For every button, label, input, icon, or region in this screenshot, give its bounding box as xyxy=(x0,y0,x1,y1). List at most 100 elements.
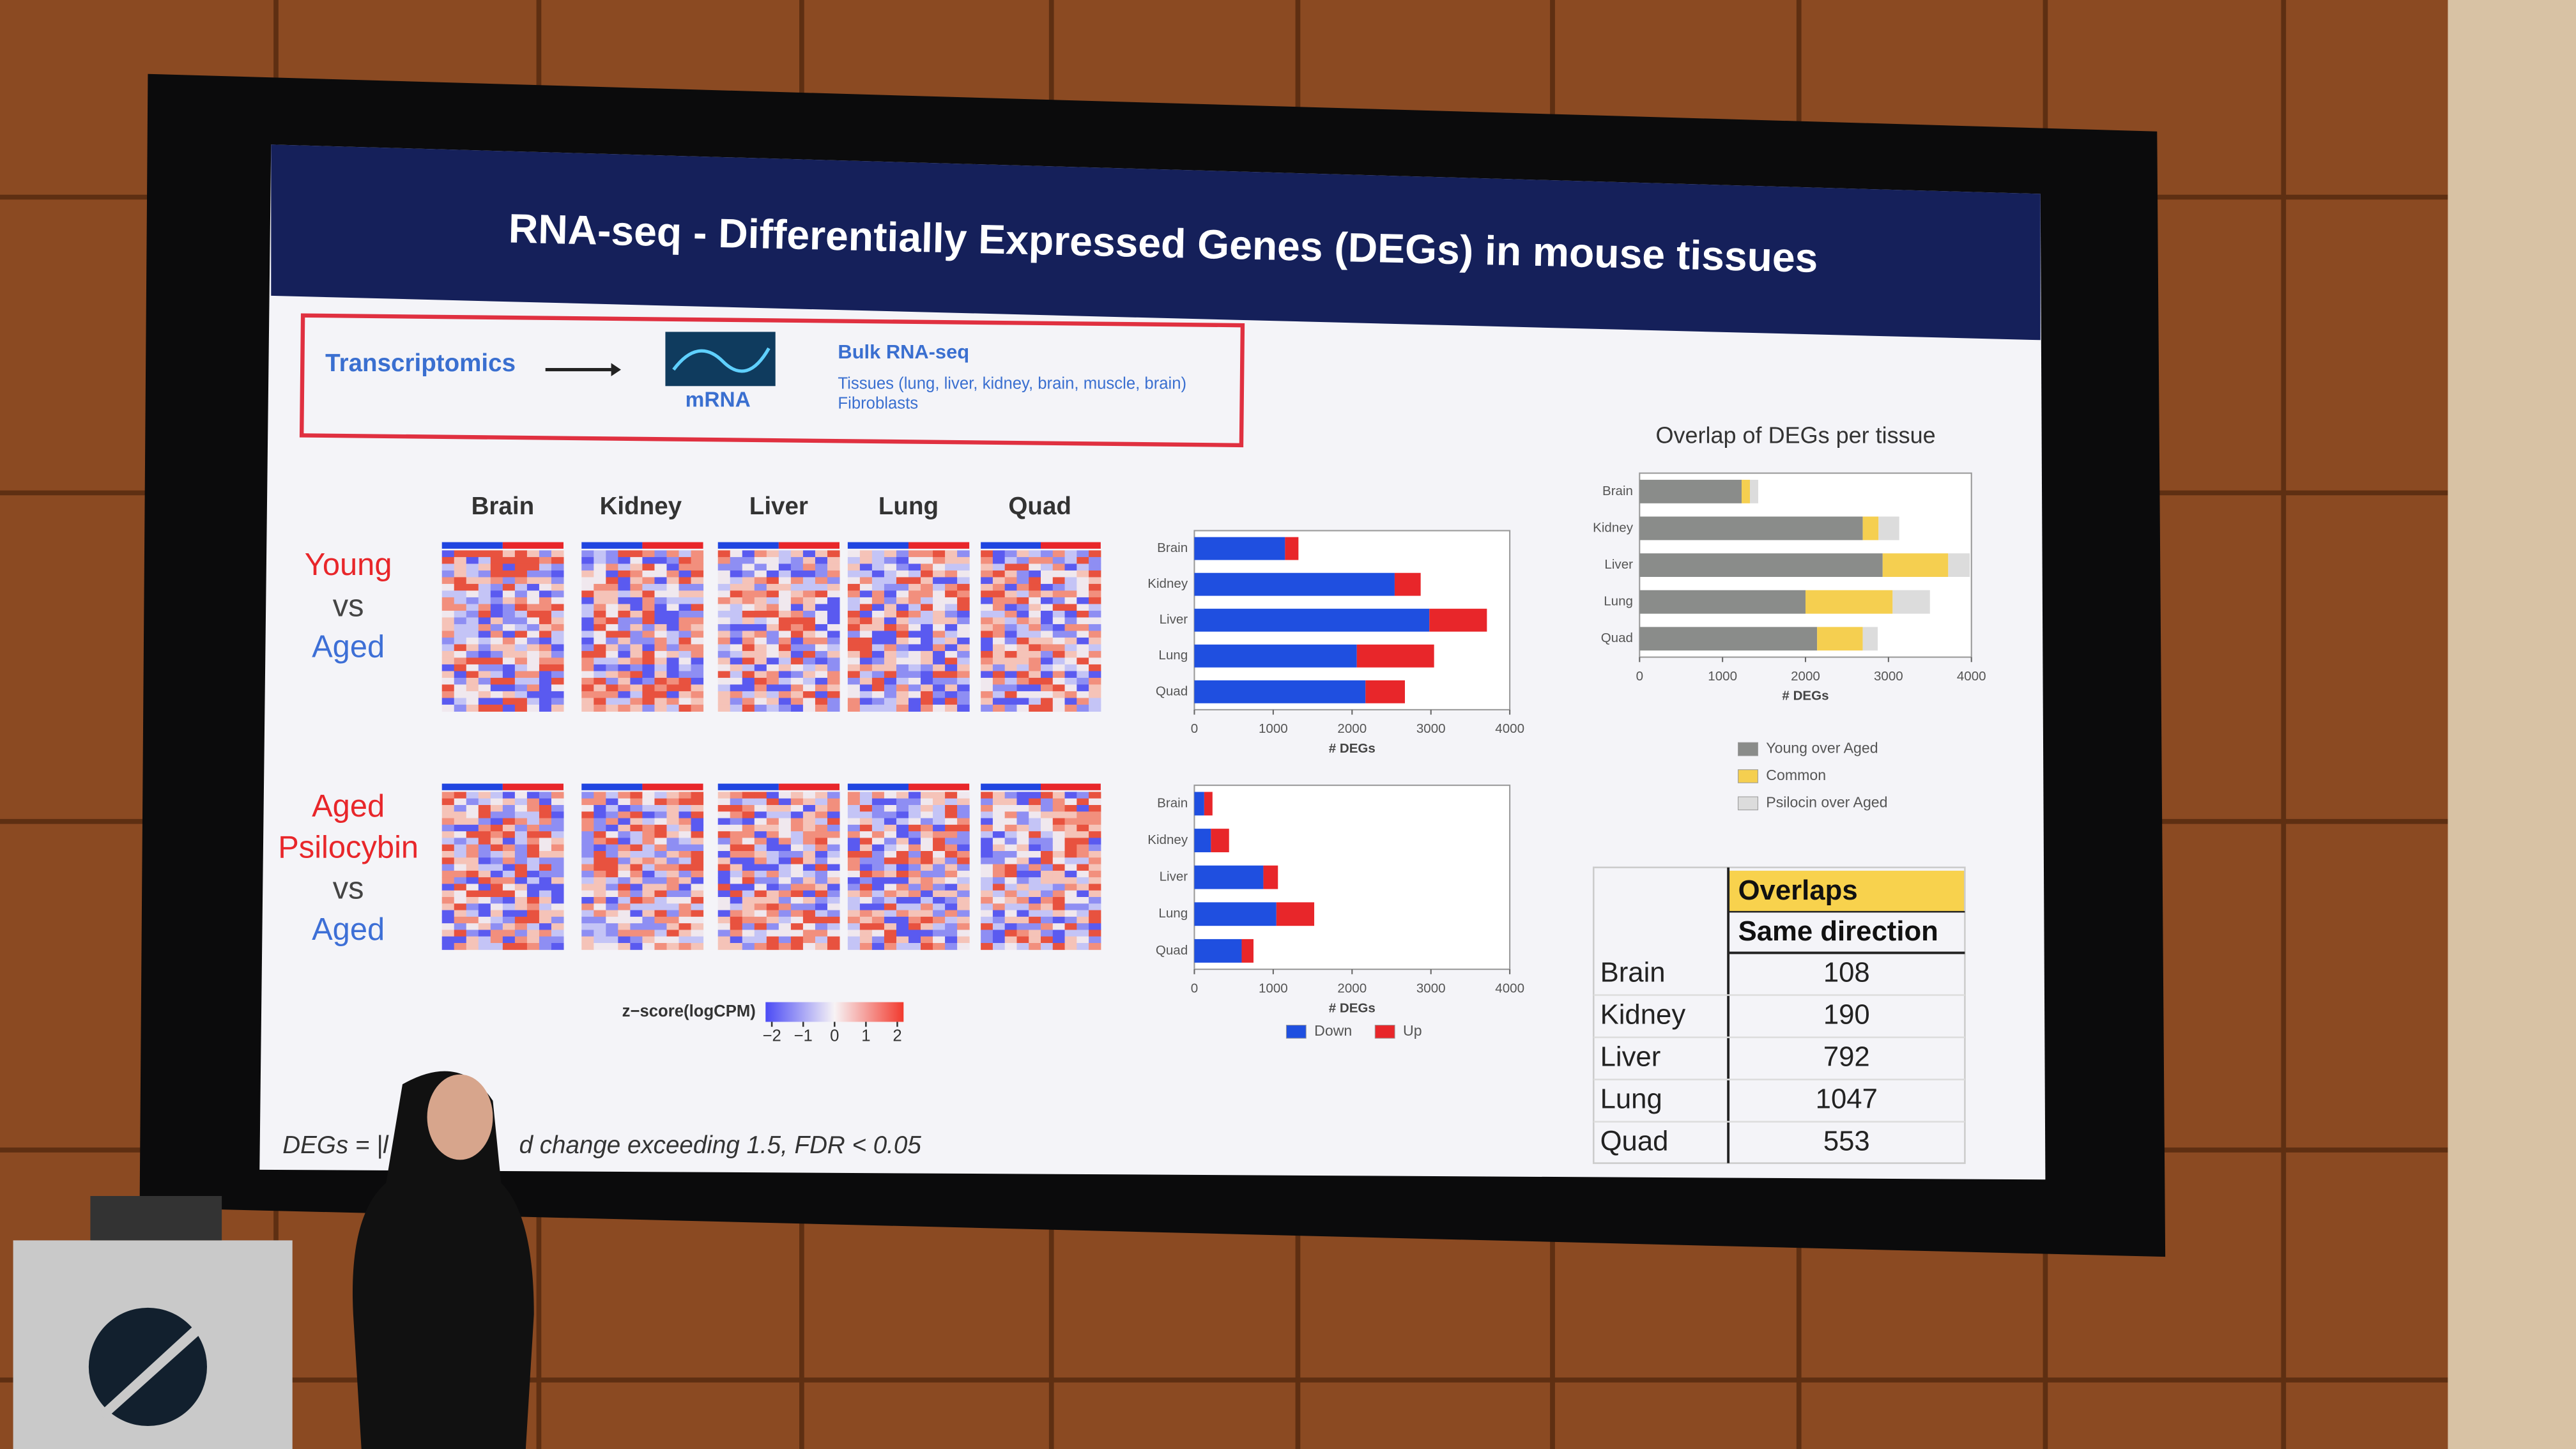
heatmap-texture xyxy=(871,811,885,819)
heatmap-texture xyxy=(642,936,655,944)
heatmap-texture xyxy=(551,650,564,658)
heatmap-texture xyxy=(539,916,552,924)
heatmap-texture xyxy=(815,930,828,937)
heatmap-texture xyxy=(1016,851,1029,858)
slide xyxy=(259,144,2046,1180)
heatmap-texture xyxy=(642,610,655,618)
heatmap-texture xyxy=(981,698,993,705)
heatmap-texture xyxy=(790,890,804,898)
heatmap-texture xyxy=(742,617,755,625)
heatmap-texture xyxy=(981,923,993,930)
heatmap-texture xyxy=(754,677,767,685)
heatmap-texture xyxy=(1041,624,1054,631)
heatmap-texture xyxy=(1077,923,1089,930)
heatmap-texture xyxy=(827,864,840,871)
heatmap-texture xyxy=(1004,844,1017,852)
heatmap-texture xyxy=(618,570,631,578)
heatmap-texture xyxy=(884,556,897,564)
heatmap-texture xyxy=(945,556,958,564)
heatmap-texture xyxy=(606,698,618,705)
heatmap-texture xyxy=(594,644,606,652)
heatmap-texture xyxy=(766,677,779,685)
speaker xyxy=(352,1071,534,1449)
heatmap-texture xyxy=(539,923,552,930)
heatmap-texture xyxy=(581,844,594,852)
heatmap-texture xyxy=(790,684,804,692)
heatmap-texture xyxy=(1064,671,1077,678)
heatmap-texture xyxy=(539,851,552,858)
heatmap-texture xyxy=(666,851,680,858)
table-header-fill xyxy=(1728,870,1965,912)
x-tick-label: 4000 xyxy=(1957,669,1986,684)
heatmap-texture xyxy=(441,884,455,891)
heatmap-texture xyxy=(1016,590,1029,598)
heatmap-texture xyxy=(1077,916,1089,924)
heatmap-texture xyxy=(678,884,692,891)
heatmap-texture xyxy=(678,577,692,585)
heatmap-texture xyxy=(581,671,594,678)
heatmap-texture xyxy=(454,684,467,692)
heatmap-texture xyxy=(618,890,631,898)
heatmap-texture xyxy=(921,577,933,585)
heatmap-texture xyxy=(654,792,667,799)
heatmap-texture xyxy=(884,671,897,678)
heatmap-texture xyxy=(847,857,861,865)
heatmap-texture xyxy=(884,597,897,604)
heatmap-texture xyxy=(454,556,467,564)
heatmap-texture xyxy=(778,583,792,591)
heatmap-texture xyxy=(478,923,491,930)
heatmap-texture xyxy=(606,704,618,712)
heatmap-texture xyxy=(730,698,743,705)
heatmap-texture xyxy=(859,903,873,911)
heatmap-texture xyxy=(642,884,655,891)
heatmap-texture xyxy=(778,930,792,937)
heatmap-texture xyxy=(908,877,921,884)
heatmap-texture xyxy=(884,657,897,665)
heatmap-texture xyxy=(1052,631,1066,638)
heatmap-texture xyxy=(606,818,618,825)
heatmap-texture xyxy=(847,851,861,858)
heatmap-texture xyxy=(594,590,606,598)
heatmap-texture xyxy=(754,811,767,819)
heatmap-texture xyxy=(1004,936,1017,944)
heatmap-texture xyxy=(1089,583,1101,591)
heatmap-texture xyxy=(606,824,618,832)
heatmap-texture xyxy=(847,570,861,578)
heatmap-texture xyxy=(1041,818,1054,825)
heatmap-texture xyxy=(1077,844,1089,852)
heatmap-texture xyxy=(815,897,828,904)
heatmap-texture xyxy=(666,624,680,631)
heatmap-texture xyxy=(1089,884,1101,891)
heatmap-texture xyxy=(1064,664,1077,671)
heatmap-texture xyxy=(921,691,933,698)
heatmap-texture xyxy=(654,864,667,871)
heatmap-texture xyxy=(514,831,528,838)
heatmap-texture xyxy=(1041,890,1054,898)
heatmap-texture xyxy=(526,698,540,705)
heatmap-texture xyxy=(1089,870,1101,878)
heatmap-texture xyxy=(778,864,792,871)
heatmap-texture xyxy=(1077,691,1089,698)
heatmap-texture xyxy=(933,590,946,598)
heatmap-texture xyxy=(1041,650,1054,658)
heatmap-texture xyxy=(478,930,491,937)
heatmap-texture xyxy=(1064,604,1077,611)
heatmap-texture xyxy=(933,604,946,611)
heatmap-texture xyxy=(827,644,840,652)
heatmap-strip xyxy=(908,542,970,549)
heatmap-texture xyxy=(502,698,516,705)
heatmap-texture xyxy=(441,671,455,678)
heatmap-texture xyxy=(594,657,606,665)
heatmap-texture xyxy=(896,577,909,585)
heatmap-texture xyxy=(490,864,503,871)
heatmap-texture xyxy=(678,903,692,911)
heatmap-texture xyxy=(921,811,933,819)
heatmap-texture xyxy=(514,943,528,950)
heatmap-texture xyxy=(945,684,958,692)
heatmap-texture xyxy=(514,590,528,598)
heatmap-texture xyxy=(1004,698,1017,705)
heatmap-texture xyxy=(921,637,933,645)
heatmap-texture xyxy=(478,664,491,671)
heatmap-texture xyxy=(539,704,552,712)
heatmap-texture xyxy=(1052,890,1066,898)
